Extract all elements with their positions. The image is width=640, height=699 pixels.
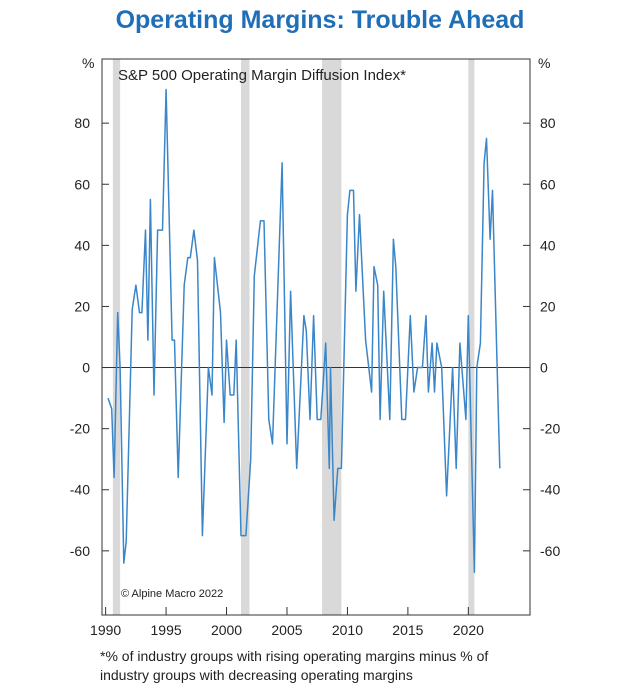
y-tick-label-right: -20 — [540, 421, 560, 437]
x-tick-label: 2000 — [211, 622, 242, 638]
x-tick-label: 2020 — [453, 622, 484, 638]
y-axis-label-left: % — [82, 55, 94, 71]
x-tick-label: 1990 — [90, 622, 121, 638]
y-tick-label-left: 20 — [74, 298, 90, 314]
y-axis-label-right: % — [538, 55, 550, 71]
y-tick-label-left: 80 — [74, 115, 90, 131]
y-tick-label-left: 40 — [74, 237, 90, 253]
y-tick-label-left: -40 — [70, 482, 90, 498]
y-tick-label-left: -60 — [70, 543, 90, 559]
plot-frame — [101, 58, 531, 616]
y-tick-label-left: -20 — [70, 421, 90, 437]
y-tick-label-right: 40 — [540, 237, 556, 253]
y-tick-label-right: -40 — [540, 482, 560, 498]
y-tick-label-left: 60 — [74, 176, 90, 192]
y-tick-label-left: 0 — [82, 360, 90, 376]
recession-band — [322, 59, 342, 615]
recession-band — [468, 59, 475, 615]
chart-subtitle: S&P 500 Operating Margin Diffusion Index… — [118, 67, 406, 84]
recession-band — [241, 59, 250, 615]
x-tick-label: 1995 — [151, 622, 182, 638]
copyright-annotation: © Alpine Macro 2022 — [121, 588, 223, 600]
series-line — [107, 88, 501, 573]
y-tick-label-right: -60 — [540, 543, 560, 559]
y-tick-label-right: 20 — [540, 298, 556, 314]
x-tick-label: 2010 — [332, 622, 363, 638]
footnote-line-1: *% of industry groups with rising operat… — [100, 648, 489, 664]
y-tick-label-right: 80 — [540, 115, 556, 131]
y-tick-label-right: 60 — [540, 176, 556, 192]
y-tick-label-right: 0 — [540, 360, 548, 376]
chart-title: Operating Margins: Trouble Ahead — [115, 6, 525, 34]
footnote-line-2: industry groups with decreasing operatin… — [100, 667, 413, 683]
x-tick-label: 2005 — [271, 622, 302, 638]
x-tick-label: 2015 — [392, 622, 423, 638]
